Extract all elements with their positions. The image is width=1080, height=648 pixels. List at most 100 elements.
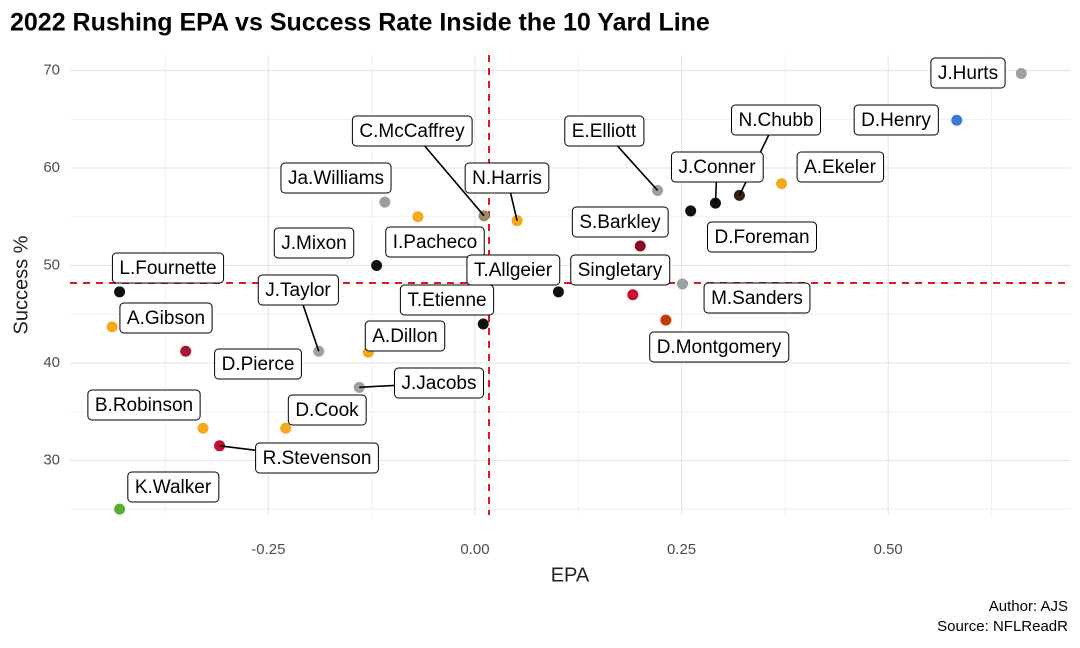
label-text: D.Pierce	[222, 354, 295, 375]
point-label: R.Stevenson	[255, 442, 379, 474]
label-box	[796, 151, 885, 183]
label-text: J.Jacobs	[402, 373, 477, 394]
y-tick-label: 70	[43, 62, 60, 79]
point-label: I.Pacheco	[385, 226, 485, 258]
caption: Author: AJS	[989, 598, 1068, 615]
label-box	[853, 104, 939, 136]
label-text: J.Mixon	[281, 233, 346, 254]
label-text: S.Barkley	[579, 212, 661, 233]
label-text: R.Stevenson	[263, 448, 372, 469]
label-box	[706, 221, 818, 253]
label-box	[257, 274, 339, 306]
point-label: N.Harris	[464, 162, 550, 194]
point	[180, 345, 192, 357]
label-box	[703, 282, 811, 314]
x-tick-label: 0.50	[874, 541, 903, 558]
label-text: A.Dillon	[372, 326, 437, 347]
point-label: A.Ekeler	[796, 151, 885, 183]
point-label: B.Robinson	[87, 389, 201, 421]
point	[627, 289, 639, 301]
point-label: L.Fournette	[111, 252, 225, 284]
point-label: D.Foreman	[706, 221, 818, 253]
label-text: T.Allgeier	[474, 260, 553, 281]
point-label: A.Dillon	[364, 320, 446, 352]
label-text: Ja.Williams	[288, 168, 384, 189]
point	[379, 196, 391, 208]
label-text: E.Elliott	[572, 121, 637, 142]
label-text: J.Hurts	[938, 63, 998, 84]
label-text: A.Ekeler	[804, 157, 876, 178]
label-box	[399, 284, 495, 316]
point	[412, 211, 424, 223]
label-box	[670, 151, 764, 183]
point-label: N.Chubb	[731, 104, 821, 136]
point	[685, 205, 697, 217]
label-text: D.Montgomery	[657, 337, 782, 358]
label-text: D.Henry	[861, 110, 931, 131]
label-text: J.Taylor	[265, 280, 331, 301]
point	[552, 286, 564, 298]
point	[776, 178, 788, 190]
point-label: T.Allgeier	[466, 254, 561, 286]
point-label: M.Sanders	[703, 282, 811, 314]
label-box	[273, 227, 355, 259]
label-text: Singletary	[578, 260, 663, 281]
point-label: T.Etienne	[399, 284, 495, 316]
label-box	[287, 394, 367, 426]
x-tick-label: 0.25	[667, 541, 696, 558]
point-label: J.Hurts	[930, 57, 1006, 89]
point	[280, 422, 292, 434]
label-text: N.Chubb	[739, 110, 814, 131]
label-box	[564, 115, 645, 147]
point	[197, 422, 209, 434]
point	[676, 278, 688, 290]
label-box	[119, 302, 213, 334]
point-label: Ja.Williams	[280, 162, 392, 194]
point	[114, 286, 126, 298]
point	[114, 503, 126, 515]
points	[106, 68, 1027, 515]
point-label: D.Montgomery	[649, 331, 790, 363]
label-box	[464, 162, 550, 194]
label-text: B.Robinson	[95, 395, 193, 416]
label-box	[111, 252, 225, 284]
point	[106, 321, 118, 333]
label-box	[364, 320, 446, 352]
label-box	[731, 104, 821, 136]
x-axis-label: EPA	[551, 564, 590, 586]
label-text: K.Walker	[135, 477, 212, 498]
label-text: J.Conner	[678, 157, 756, 178]
label-box	[649, 331, 790, 363]
label-box	[214, 348, 302, 380]
label-text: C.McCaffrey	[359, 121, 465, 142]
label-box	[394, 367, 484, 399]
label-box	[280, 162, 392, 194]
point	[951, 114, 963, 126]
point-label: Singletary	[570, 254, 671, 286]
point-label: D.Henry	[853, 104, 939, 136]
label-text: N.Harris	[472, 168, 542, 189]
y-tick-label: 50	[43, 256, 60, 273]
point-label: C.McCaffrey	[351, 115, 473, 147]
label-text: D.Foreman	[714, 227, 809, 248]
label-text: D.Cook	[295, 400, 359, 421]
point-label: J.Mixon	[273, 227, 355, 259]
y-axis-label: Success %	[10, 235, 32, 334]
label-box	[351, 115, 473, 147]
labels: J.Hurts D.Henry A.Ekeler N.Chubb J.Conner D.F…	[87, 57, 1006, 503]
x-tick-label: 0.00	[460, 541, 489, 558]
point-label: D.Cook	[287, 394, 367, 426]
y-tick-label: 30	[43, 451, 60, 468]
label-text: I.Pacheco	[393, 232, 478, 253]
chart-title: 2022 Rushing EPA vs Success Rate Inside …	[10, 9, 710, 37]
label-box	[571, 206, 669, 238]
label-box	[127, 471, 220, 503]
point-label: E.Elliott	[564, 115, 645, 147]
label-text: T.Etienne	[407, 290, 486, 311]
point	[660, 314, 672, 326]
y-tick-label: 60	[43, 159, 60, 176]
point	[1015, 68, 1027, 80]
y-tick-label: 40	[43, 354, 60, 371]
point	[634, 240, 646, 252]
